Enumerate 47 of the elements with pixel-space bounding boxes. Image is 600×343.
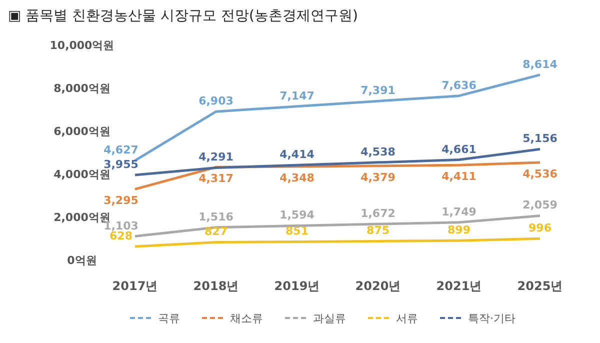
chart-title: ▣ 품목별 친환경농산물 시장규모 전망(농촌경제연구원) — [8, 8, 358, 24]
data-label: 996 — [528, 222, 552, 235]
data-label: 8,614 — [522, 58, 558, 71]
data-label: 4,538 — [360, 145, 396, 158]
data-label: 7,636 — [442, 78, 477, 92]
data-label: 851 — [286, 224, 308, 238]
data-label: 7,391 — [360, 84, 396, 98]
y-tick-label: 10,000억원 — [50, 39, 114, 52]
data-label: 875 — [366, 224, 390, 238]
data-label: 7,147 — [280, 89, 314, 102]
data-label: 1,749 — [442, 205, 476, 218]
data-label: 4,348 — [280, 172, 314, 185]
y-tick-label: 4,000억원 — [54, 168, 110, 181]
data-label: 628 — [110, 230, 132, 242]
legend-label: 곡류 — [158, 312, 180, 325]
legend-label: 과실류 — [313, 312, 346, 325]
x-tick-label: 2019년 — [274, 279, 320, 293]
data-label: 5,156 — [522, 132, 558, 146]
x-tick-label: 2025년 — [517, 279, 563, 293]
data-label: 1,594 — [280, 208, 315, 222]
y-tick-label: 0억원 — [67, 254, 97, 267]
data-label: 4,536 — [522, 167, 558, 180]
data-label: 2,059 — [522, 198, 558, 212]
data-label: 827 — [204, 225, 228, 238]
x-tick-label: 2021년 — [436, 279, 482, 293]
legend-label: 특작·기타 — [468, 312, 516, 325]
data-label: 1,672 — [360, 207, 396, 220]
data-label: 899 — [448, 224, 470, 237]
legend-label: 서류 — [396, 312, 418, 325]
x-tick-label: 2018년 — [193, 279, 239, 293]
line-series — [134, 237, 542, 248]
x-tick-label: 2017년 — [112, 279, 158, 293]
data-label: 3,955 — [104, 158, 138, 171]
legend-label: 채소류 — [230, 312, 263, 325]
y-tick-label: 6,000억원 — [54, 125, 110, 138]
data-label: 3,295 — [104, 194, 138, 208]
y-tick-label: 8,000억원 — [54, 82, 110, 95]
data-label: 4,414 — [280, 148, 315, 162]
data-label: 4,379 — [360, 170, 396, 184]
data-label: 4,411 — [442, 170, 476, 184]
data-label: 4,661 — [442, 142, 476, 156]
data-label: 6,903 — [198, 94, 234, 108]
data-label: 4,291 — [198, 150, 234, 164]
x-tick-label: 2020년 — [355, 279, 401, 293]
data-label: 1,516 — [198, 210, 234, 224]
data-label: 4,627 — [104, 144, 138, 157]
data-label: 4,317 — [198, 172, 234, 186]
